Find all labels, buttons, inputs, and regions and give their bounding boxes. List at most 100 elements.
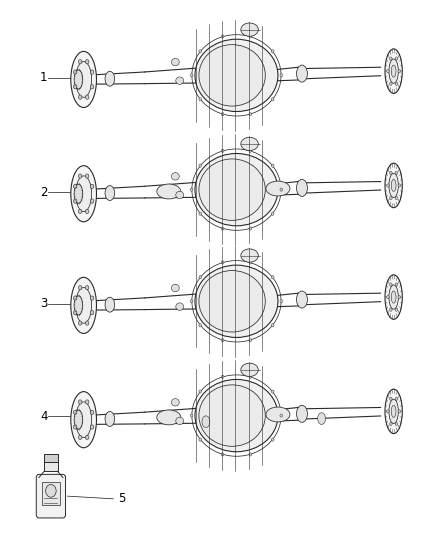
Circle shape	[389, 308, 392, 311]
Ellipse shape	[297, 65, 307, 82]
Circle shape	[395, 283, 398, 286]
Ellipse shape	[71, 166, 96, 222]
Circle shape	[249, 35, 251, 38]
Circle shape	[272, 390, 274, 393]
Circle shape	[199, 212, 201, 215]
Circle shape	[74, 311, 77, 315]
Ellipse shape	[199, 45, 265, 106]
Circle shape	[280, 300, 283, 303]
Bar	[44, 462, 57, 471]
Circle shape	[90, 184, 94, 189]
Circle shape	[85, 400, 89, 404]
Circle shape	[191, 74, 193, 77]
Ellipse shape	[266, 181, 290, 196]
Text: 3: 3	[40, 297, 47, 310]
Ellipse shape	[105, 71, 115, 86]
Ellipse shape	[71, 392, 96, 448]
Ellipse shape	[171, 284, 179, 292]
Circle shape	[221, 453, 224, 456]
Circle shape	[221, 375, 224, 378]
Ellipse shape	[389, 173, 398, 198]
Circle shape	[249, 261, 251, 264]
Circle shape	[249, 338, 251, 342]
Circle shape	[395, 82, 398, 85]
Bar	[42, 482, 60, 505]
Ellipse shape	[199, 385, 265, 446]
Ellipse shape	[157, 184, 181, 199]
Ellipse shape	[241, 23, 258, 36]
Ellipse shape	[389, 399, 398, 424]
Circle shape	[272, 98, 274, 101]
Circle shape	[85, 286, 89, 290]
Ellipse shape	[171, 399, 179, 406]
Text: 2: 2	[40, 185, 47, 199]
Ellipse shape	[391, 180, 396, 191]
Circle shape	[389, 57, 392, 60]
Ellipse shape	[391, 405, 396, 417]
Ellipse shape	[385, 389, 402, 434]
Ellipse shape	[74, 410, 83, 429]
Circle shape	[387, 410, 389, 413]
Ellipse shape	[176, 303, 184, 310]
Circle shape	[199, 324, 201, 327]
Ellipse shape	[157, 410, 181, 425]
Circle shape	[398, 69, 401, 72]
Ellipse shape	[105, 185, 115, 200]
Circle shape	[395, 197, 398, 200]
Ellipse shape	[195, 154, 278, 226]
Circle shape	[272, 438, 274, 441]
Ellipse shape	[81, 56, 93, 103]
Ellipse shape	[71, 51, 96, 108]
Circle shape	[78, 95, 82, 99]
Circle shape	[221, 227, 224, 230]
Ellipse shape	[297, 405, 307, 422]
Circle shape	[74, 184, 77, 189]
Circle shape	[78, 174, 82, 178]
Ellipse shape	[105, 411, 115, 426]
Ellipse shape	[74, 70, 83, 89]
Circle shape	[221, 35, 224, 38]
Circle shape	[85, 60, 89, 64]
Circle shape	[249, 227, 251, 230]
Circle shape	[221, 149, 224, 152]
Ellipse shape	[241, 249, 258, 262]
Ellipse shape	[81, 282, 93, 329]
Circle shape	[199, 276, 201, 279]
Circle shape	[191, 188, 193, 191]
Circle shape	[395, 422, 398, 425]
Circle shape	[74, 296, 77, 300]
Ellipse shape	[202, 416, 210, 427]
Circle shape	[78, 321, 82, 325]
Circle shape	[199, 50, 201, 53]
Ellipse shape	[389, 285, 398, 309]
Circle shape	[389, 82, 392, 85]
Ellipse shape	[105, 297, 115, 312]
Circle shape	[249, 453, 251, 456]
Circle shape	[78, 286, 82, 290]
Circle shape	[90, 70, 94, 74]
Circle shape	[74, 199, 77, 203]
Circle shape	[90, 410, 94, 415]
Circle shape	[85, 435, 89, 440]
Ellipse shape	[195, 265, 278, 337]
Circle shape	[191, 300, 193, 303]
FancyBboxPatch shape	[36, 474, 66, 518]
Ellipse shape	[385, 49, 402, 93]
Ellipse shape	[199, 271, 265, 332]
Circle shape	[199, 164, 201, 167]
Circle shape	[398, 295, 401, 298]
Circle shape	[221, 338, 224, 342]
Ellipse shape	[76, 176, 92, 212]
Circle shape	[78, 400, 82, 404]
Circle shape	[387, 69, 389, 72]
Ellipse shape	[318, 413, 325, 424]
Ellipse shape	[76, 62, 92, 98]
Circle shape	[272, 276, 274, 279]
Ellipse shape	[76, 287, 92, 323]
Circle shape	[78, 209, 82, 214]
Circle shape	[85, 209, 89, 214]
Ellipse shape	[385, 275, 402, 319]
Ellipse shape	[241, 138, 258, 151]
Circle shape	[280, 414, 283, 417]
Bar	[44, 454, 58, 462]
